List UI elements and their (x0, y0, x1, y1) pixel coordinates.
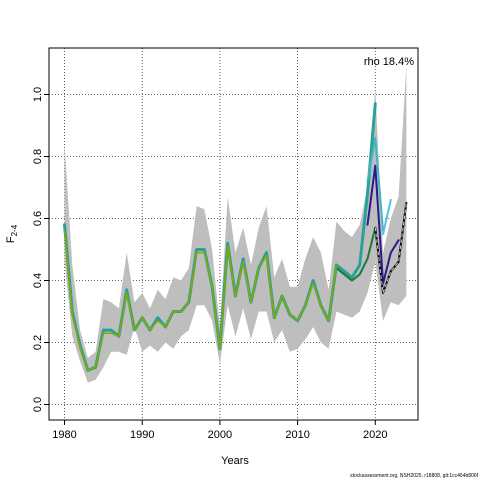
series-line-2 (382, 198, 392, 235)
y-tick-label-2: 0.4 (32, 273, 44, 288)
plot-frame (48, 47, 419, 421)
series-line-3 (366, 164, 400, 285)
x-tick-label-4: 2020 (363, 429, 387, 441)
y-tick-label-4: 0.8 (32, 149, 44, 164)
series-line-1 (366, 136, 385, 232)
y-axis-title-base: F (5, 236, 17, 243)
x-axis-title: Years (221, 455, 249, 467)
series-lines (63, 102, 408, 372)
x-axis: 1980 1990 2000 2010 2020 (52, 420, 388, 441)
series-line-7 (374, 202, 407, 294)
x-tick-label-3: 2010 (285, 429, 309, 441)
series-line-5 (63, 230, 338, 372)
y-tick-label-5: 1.0 (32, 87, 44, 102)
y-tick-label-1: 0.2 (32, 335, 44, 350)
y-tick-label-0: 0.0 (32, 397, 44, 412)
footer-credit: stockassessment.org, NSH2025, r18808, gi… (350, 473, 478, 479)
y-axis-title: F2-4 (5, 224, 19, 243)
x-tick-label-2: 2000 (208, 429, 232, 441)
y-axis-title-subscript: 2-4 (10, 224, 19, 236)
rho-annotation: rho 18.4% (364, 56, 414, 68)
x-tick-label-1: 1990 (130, 429, 154, 441)
y-axis: 0.0 0.2 0.4 0.6 0.8 1.0 (32, 87, 49, 412)
series-line-4 (335, 226, 377, 282)
x-tick-label-0: 1980 (52, 429, 76, 441)
y-tick-label-3: 0.6 (32, 211, 44, 226)
